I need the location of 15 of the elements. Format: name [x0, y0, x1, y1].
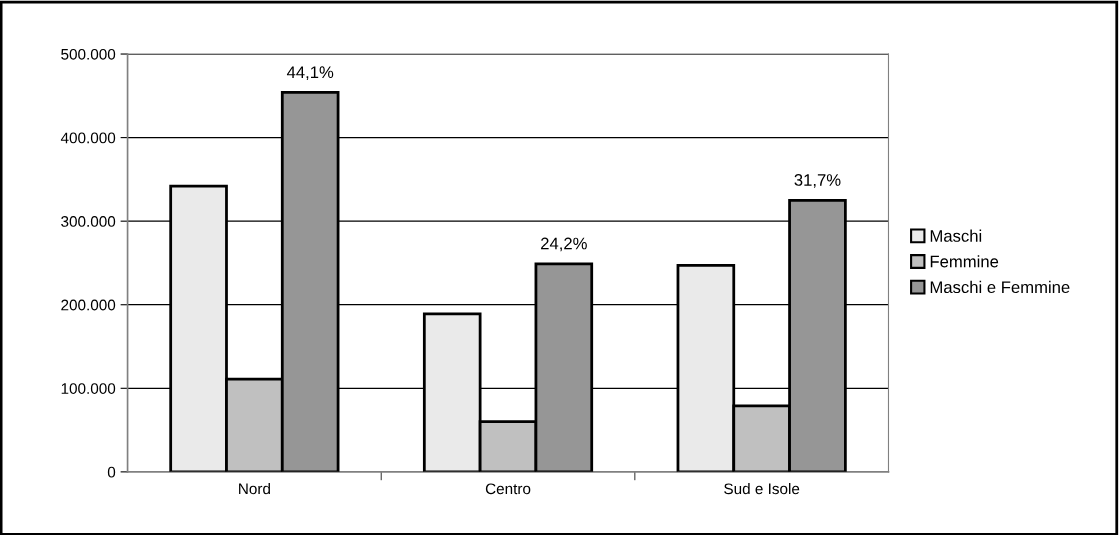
legend-label: Maschi [930, 229, 982, 242]
annotation: 24,2% [541, 237, 587, 252]
y-tick-label: 500.000 [61, 48, 116, 60]
x-tick-label: Sud e Isole [724, 482, 800, 495]
x-tick-label: Nord [239, 482, 270, 495]
x-tick-label: Centro [485, 483, 531, 495]
y-tick-label: 100.000 [61, 383, 116, 394]
y-tick-label: 0 [107, 466, 116, 478]
y-tick-label: 200.000 [61, 299, 116, 311]
legend-label: Femmine [930, 255, 999, 268]
y-tick-label: 300.000 [61, 216, 116, 227]
annotation: 31,7% [794, 174, 841, 188]
y-tick-label: 400.000 [60, 132, 116, 144]
annotation: 44,1% [286, 66, 334, 81]
legend-label: Maschi e Femmine [930, 280, 1070, 294]
